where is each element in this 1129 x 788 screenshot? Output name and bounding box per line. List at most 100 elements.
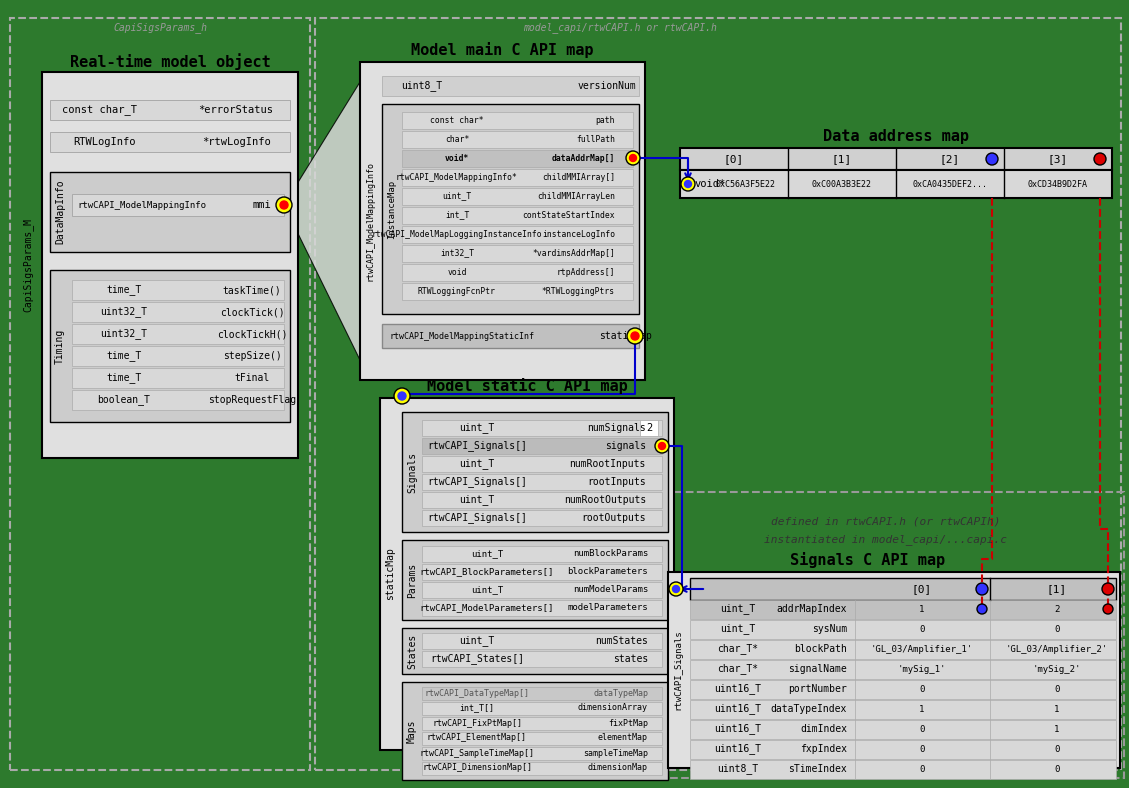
Text: fullPath: fullPath: [576, 135, 615, 143]
Bar: [640, 420, 658, 436]
Text: rtwCAPI_Signals: rtwCAPI_Signals: [674, 630, 683, 710]
Bar: [422, 474, 662, 490]
Text: 0: 0: [1054, 685, 1060, 693]
Text: rtwCAPI_DimensionMap[]: rtwCAPI_DimensionMap[]: [422, 764, 532, 772]
Text: rootOutputs: rootOutputs: [581, 513, 646, 523]
Text: States: States: [406, 634, 417, 669]
Text: dimensionArray: dimensionArray: [578, 704, 648, 712]
Circle shape: [975, 583, 988, 595]
Text: Model static C API map: Model static C API map: [427, 378, 628, 394]
Bar: [422, 633, 662, 649]
Bar: [690, 620, 1115, 639]
Bar: [690, 700, 1115, 719]
Text: [1]: [1]: [832, 154, 852, 164]
Circle shape: [986, 153, 998, 165]
Text: signals: signals: [605, 441, 646, 451]
Bar: [402, 150, 633, 167]
Text: dataAddrMap[]: dataAddrMap[]: [552, 154, 615, 162]
Bar: [382, 104, 639, 314]
Text: clockTickH(): clockTickH(): [217, 329, 287, 339]
Circle shape: [399, 392, 406, 400]
Bar: [422, 717, 662, 730]
Text: 1: 1: [919, 704, 925, 713]
Text: staticMap: staticMap: [598, 331, 651, 341]
Text: [1]: [1]: [1047, 584, 1067, 594]
Circle shape: [658, 443, 665, 449]
Text: dimIndex: dimIndex: [800, 724, 847, 734]
Text: stopRequestFlag: stopRequestFlag: [208, 395, 296, 405]
Text: char*: char*: [445, 135, 470, 143]
Text: 'mySig_1': 'mySig_1': [898, 664, 946, 674]
Text: [2]: [2]: [939, 154, 960, 164]
Text: numRootOutputs: numRootOutputs: [563, 495, 646, 505]
Text: rtwCAPI_ModelMappingStaticInf: rtwCAPI_ModelMappingStaticInf: [390, 332, 534, 340]
Text: uint_T: uint_T: [460, 636, 495, 646]
Text: rtwCAPI_SampleTimeMap[]: rtwCAPI_SampleTimeMap[]: [420, 749, 534, 757]
Text: numBlockParams: numBlockParams: [572, 549, 648, 559]
Bar: [72, 324, 285, 344]
Text: signalName: signalName: [788, 664, 847, 674]
Text: int_T: int_T: [445, 210, 470, 220]
Circle shape: [977, 604, 987, 614]
Bar: [690, 720, 1115, 739]
Text: 0xC00A3B3E22: 0xC00A3B3E22: [812, 180, 872, 188]
Text: numSignals: numSignals: [587, 423, 646, 433]
Text: 0: 0: [1054, 764, 1060, 774]
Bar: [422, 687, 662, 700]
Circle shape: [655, 439, 669, 453]
Text: clockTick(): clockTick(): [220, 307, 285, 317]
Bar: [422, 546, 662, 562]
Text: rtwCAPI_FixPtMap[]: rtwCAPI_FixPtMap[]: [432, 719, 522, 727]
Text: 0: 0: [919, 764, 925, 774]
Text: char_T*: char_T*: [717, 644, 759, 655]
Bar: [360, 62, 645, 380]
Text: 0xCD34B9D2FA: 0xCD34B9D2FA: [1029, 180, 1088, 188]
Bar: [402, 412, 668, 532]
Text: rtwCAPI_Signals[]: rtwCAPI_Signals[]: [427, 477, 527, 488]
Text: 0: 0: [1054, 745, 1060, 753]
Text: uint16_T: uint16_T: [715, 683, 761, 694]
Bar: [690, 660, 1115, 679]
Bar: [690, 578, 1115, 600]
Circle shape: [669, 582, 683, 596]
Bar: [315, 18, 1121, 770]
Bar: [422, 732, 662, 745]
Bar: [402, 169, 633, 186]
Bar: [402, 226, 633, 243]
Bar: [402, 540, 668, 620]
Text: time_T: time_T: [106, 373, 141, 384]
Text: 1: 1: [1054, 704, 1060, 713]
Bar: [422, 651, 662, 667]
Text: portNumber: portNumber: [788, 684, 847, 694]
Circle shape: [625, 151, 640, 165]
Text: void*: void*: [445, 154, 470, 162]
Text: 0: 0: [919, 625, 925, 634]
Text: numModelParams: numModelParams: [572, 585, 648, 594]
Bar: [50, 172, 290, 252]
Text: mmi: mmi: [253, 200, 271, 210]
Bar: [382, 324, 639, 348]
Text: uint16_T: uint16_T: [715, 744, 761, 754]
Text: Signals C API map: Signals C API map: [790, 552, 946, 568]
Text: uint16_T: uint16_T: [715, 723, 761, 734]
Text: instantiated in model_capi/...capi.c: instantiated in model_capi/...capi.c: [764, 534, 1007, 545]
Text: 2: 2: [646, 423, 653, 433]
Text: 'GL_03/Amplifier_2': 'GL_03/Amplifier_2': [1006, 645, 1108, 653]
Bar: [690, 600, 1115, 619]
Bar: [422, 438, 662, 454]
Text: uint8_T: uint8_T: [717, 764, 759, 775]
Text: 1: 1: [1054, 724, 1060, 734]
Text: uint_T: uint_T: [460, 459, 495, 470]
Text: rtwCAPI_Signals[]: rtwCAPI_Signals[]: [427, 440, 527, 452]
Circle shape: [673, 585, 680, 593]
Text: DataMapInfo: DataMapInfo: [55, 180, 65, 244]
Text: uint32_T: uint32_T: [100, 307, 148, 318]
Circle shape: [627, 328, 644, 344]
Polygon shape: [285, 82, 360, 360]
Text: Maps: Maps: [406, 719, 417, 743]
Bar: [72, 302, 285, 322]
Text: rtwCAPI_BlockParameters[]: rtwCAPI_BlockParameters[]: [420, 567, 554, 577]
Text: uint_T: uint_T: [471, 549, 504, 559]
Text: 'GL_03/Amplifier_1': 'GL_03/Amplifier_1': [870, 645, 973, 653]
Text: boolean_T: boolean_T: [97, 395, 150, 406]
